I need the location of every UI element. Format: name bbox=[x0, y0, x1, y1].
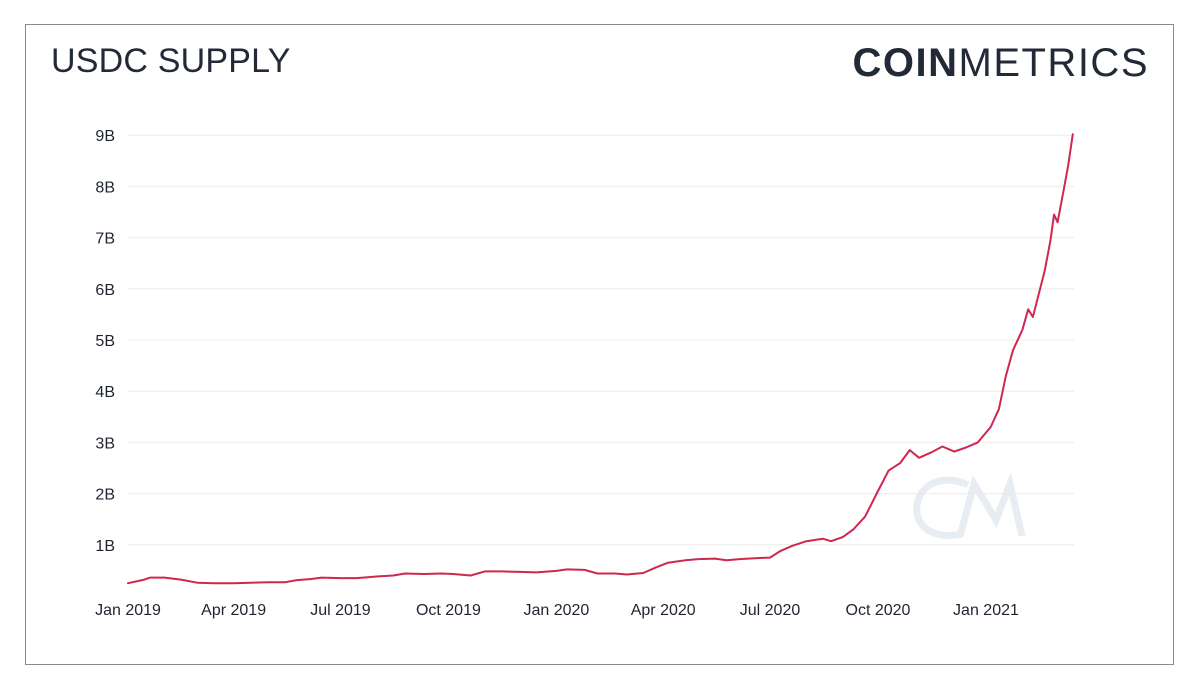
y-tick-label: 6B bbox=[95, 282, 115, 299]
series-group bbox=[127, 133, 1074, 585]
brand-logo-regular: METRICS bbox=[958, 41, 1149, 85]
page-title: USDC SUPPLY bbox=[51, 42, 291, 80]
series-line bbox=[127, 133, 1074, 585]
y-tick-label: 7B bbox=[95, 231, 115, 248]
brand-logo-bold: COIN bbox=[852, 41, 959, 85]
x-tick-label: Oct 2020 bbox=[846, 602, 911, 619]
watermark-logo bbox=[913, 472, 1026, 539]
y-tick-label: 2B bbox=[95, 487, 115, 504]
x-tick-label: Jan 2019 bbox=[95, 602, 161, 619]
x-tick-label: Jul 2019 bbox=[310, 602, 371, 619]
y-tick-label: 8B bbox=[95, 179, 115, 196]
brand-logo: COINMETRICS bbox=[853, 41, 1150, 86]
x-tick-label: Oct 2019 bbox=[416, 602, 481, 619]
x-tick-label: Jul 2020 bbox=[740, 602, 801, 619]
x-tick-label: Apr 2020 bbox=[631, 602, 696, 619]
y-tick-label: 3B bbox=[95, 435, 115, 452]
chart-frame bbox=[25, 24, 1174, 665]
y-tick-label: 1B bbox=[95, 538, 115, 555]
y-axis: 1B 2B 3B 4B 5B 6B 7B 8B 9B bbox=[95, 128, 115, 555]
y-tick-label: 5B bbox=[95, 333, 115, 350]
x-tick-label: Jan 2020 bbox=[523, 602, 589, 619]
x-tick-label: Apr 2019 bbox=[201, 602, 266, 619]
y-tick-label: 4B bbox=[95, 384, 115, 401]
grid-lines bbox=[128, 134, 1074, 546]
x-axis: Jan 2019 Apr 2019 Jul 2019 Oct 2019 Jan 2020… bbox=[95, 602, 1019, 619]
x-tick-label: Jan 2021 bbox=[953, 602, 1019, 619]
y-tick-label: 9B bbox=[95, 128, 115, 145]
